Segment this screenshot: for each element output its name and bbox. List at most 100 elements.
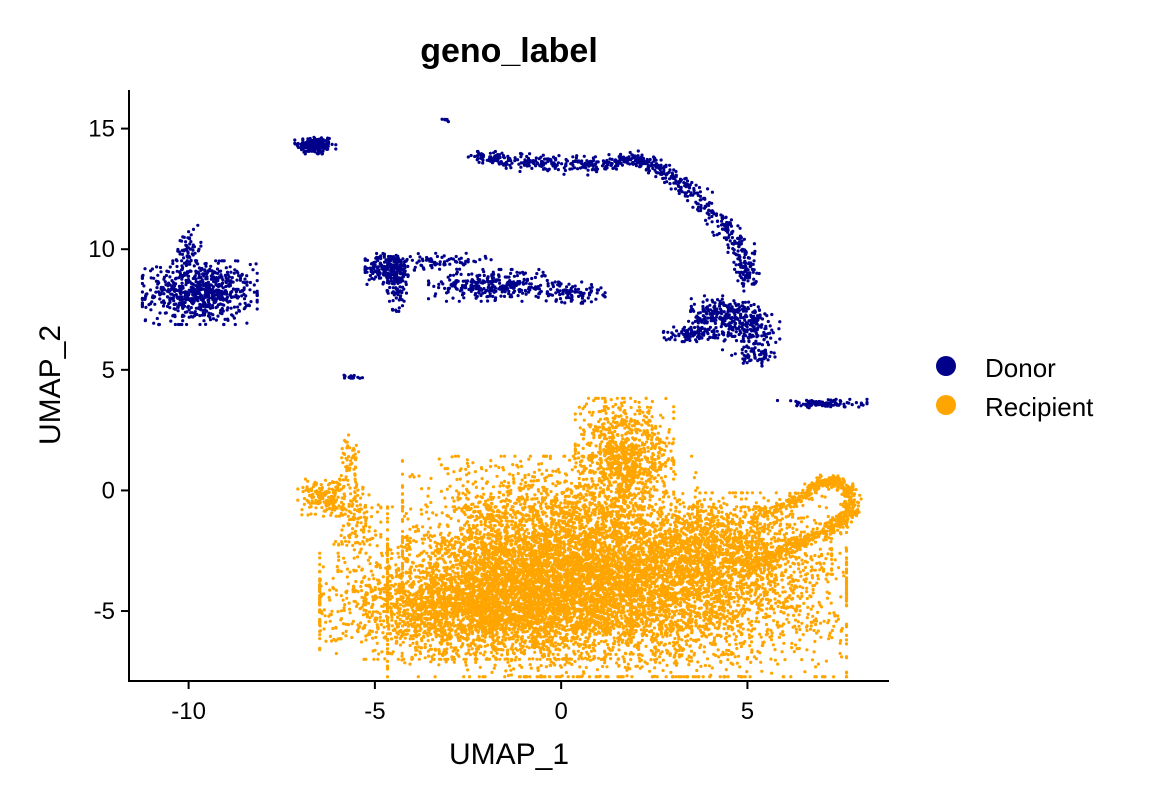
data-point (358, 376, 362, 380)
data-point (739, 312, 743, 316)
data-point (601, 664, 605, 669)
data-point (193, 314, 197, 318)
data-point (825, 596, 830, 600)
data-point (515, 270, 519, 274)
data-point (507, 289, 511, 293)
data-point (249, 300, 253, 304)
data-point (369, 269, 373, 273)
data-point (197, 271, 201, 275)
data-point (551, 283, 555, 287)
data-point (795, 630, 799, 635)
data-point (406, 273, 410, 277)
data-point (208, 267, 212, 271)
data-point (809, 624, 813, 628)
data-point (680, 331, 684, 335)
data-point (220, 307, 224, 311)
data-point (541, 270, 545, 274)
data-point (720, 219, 724, 223)
data-point (401, 257, 405, 261)
data-point (206, 305, 210, 309)
data-point (455, 267, 459, 271)
data-point (677, 191, 681, 196)
data-point (487, 285, 491, 289)
data-point (541, 153, 545, 157)
data-point (435, 544, 439, 548)
data-point (474, 296, 478, 300)
data-point (308, 142, 312, 146)
data-point (483, 675, 487, 679)
data-point (715, 312, 719, 316)
data-point (483, 254, 487, 258)
data-point (773, 355, 777, 359)
data-point (737, 332, 741, 337)
data-point (811, 587, 815, 592)
data-point (220, 312, 224, 316)
data-point (646, 166, 650, 171)
data-point (759, 660, 763, 664)
data-point (155, 316, 159, 321)
data-point (719, 302, 723, 306)
data-point (592, 654, 596, 659)
data-point (730, 236, 735, 240)
data-point (734, 303, 738, 308)
data-point (485, 276, 489, 280)
data-point (733, 267, 737, 271)
data-point (740, 351, 744, 355)
data-point (209, 264, 213, 268)
data-point (200, 267, 204, 271)
data-point (555, 163, 559, 167)
data-point (797, 624, 801, 628)
data-point (690, 180, 694, 185)
data-point (209, 274, 213, 278)
data-point (520, 152, 524, 156)
data-point (798, 638, 802, 642)
data-point (716, 224, 720, 228)
data-point (510, 161, 514, 165)
data-point (319, 150, 323, 154)
data-point (207, 296, 211, 300)
data-point (570, 289, 574, 293)
data-point (522, 277, 526, 281)
data-point (600, 164, 605, 168)
data-point (722, 339, 726, 343)
data-point (469, 153, 473, 158)
data-point (831, 403, 835, 407)
data-point (148, 288, 153, 292)
data-point (342, 373, 346, 377)
data-point (187, 308, 191, 312)
data-point (692, 302, 697, 306)
data-point (764, 335, 769, 339)
data-point (630, 675, 634, 679)
data-point (404, 291, 409, 295)
data-point (238, 302, 242, 306)
data-point (398, 285, 402, 289)
data-point (724, 237, 729, 242)
data-point (775, 398, 780, 403)
data-point (806, 402, 810, 406)
data-point (743, 274, 748, 278)
data-point (720, 297, 724, 301)
data-point (750, 251, 755, 255)
data-point (194, 259, 198, 263)
data-point (696, 321, 700, 325)
data-point (637, 656, 641, 660)
data-point (508, 279, 512, 283)
data-point (797, 567, 801, 571)
data-point (690, 328, 694, 332)
data-point (444, 299, 449, 303)
data-point (413, 265, 417, 269)
data-point (421, 266, 425, 270)
data-point (301, 137, 305, 141)
data-point (734, 339, 739, 343)
data-point (738, 319, 742, 323)
data-point (770, 312, 774, 317)
data-point (757, 620, 761, 624)
data-point (581, 301, 585, 305)
data-point (509, 668, 513, 672)
data-point (549, 159, 553, 163)
data-point (225, 308, 229, 312)
data-point (184, 280, 188, 284)
data-point (199, 283, 203, 287)
data-point (587, 162, 591, 166)
data-point (694, 330, 698, 334)
